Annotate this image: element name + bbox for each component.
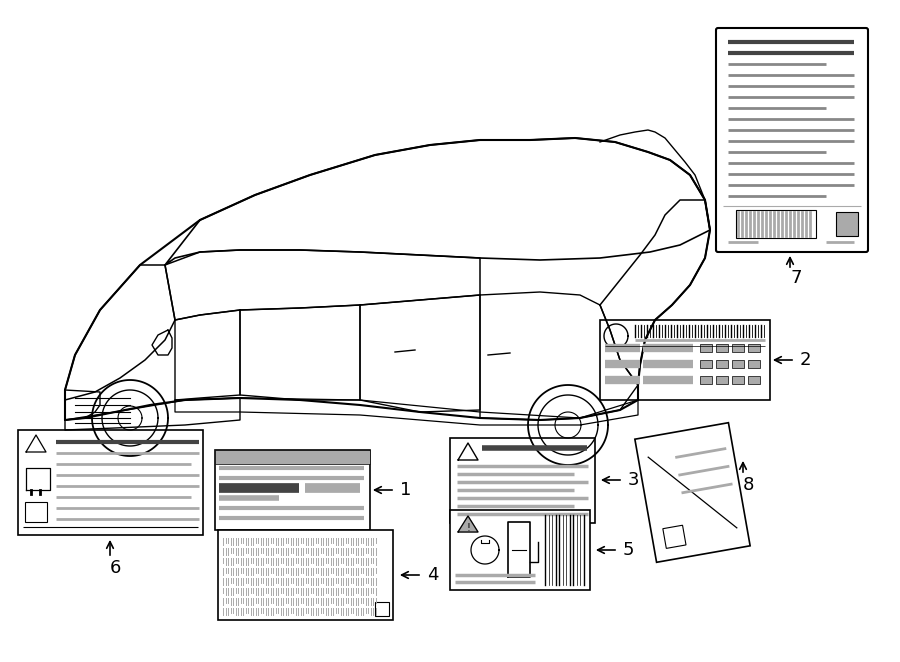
Polygon shape (458, 516, 478, 532)
FancyBboxPatch shape (700, 360, 712, 368)
FancyBboxPatch shape (716, 360, 728, 368)
FancyBboxPatch shape (600, 320, 770, 400)
Text: !: ! (466, 523, 470, 533)
FancyBboxPatch shape (732, 344, 744, 352)
FancyBboxPatch shape (716, 28, 868, 252)
FancyBboxPatch shape (736, 210, 816, 238)
Text: 6: 6 (110, 559, 122, 577)
FancyBboxPatch shape (450, 510, 590, 590)
FancyBboxPatch shape (634, 423, 750, 562)
FancyBboxPatch shape (662, 525, 686, 548)
Text: 4: 4 (427, 566, 438, 584)
FancyBboxPatch shape (375, 602, 389, 616)
FancyBboxPatch shape (450, 438, 595, 523)
FancyBboxPatch shape (716, 344, 728, 352)
FancyBboxPatch shape (716, 376, 728, 384)
FancyBboxPatch shape (218, 530, 393, 620)
Text: 3: 3 (628, 471, 640, 489)
Text: 7: 7 (790, 269, 802, 287)
Text: 5: 5 (623, 541, 634, 559)
FancyBboxPatch shape (748, 344, 760, 352)
Text: 8: 8 (743, 476, 754, 494)
FancyBboxPatch shape (748, 376, 760, 384)
FancyBboxPatch shape (215, 450, 370, 464)
FancyBboxPatch shape (732, 360, 744, 368)
FancyBboxPatch shape (836, 212, 858, 236)
Text: 2: 2 (800, 351, 812, 369)
FancyBboxPatch shape (700, 376, 712, 384)
FancyBboxPatch shape (215, 450, 370, 530)
FancyBboxPatch shape (732, 376, 744, 384)
FancyBboxPatch shape (748, 360, 760, 368)
FancyBboxPatch shape (25, 502, 47, 522)
Text: 1: 1 (400, 481, 411, 499)
FancyBboxPatch shape (700, 344, 712, 352)
FancyBboxPatch shape (18, 430, 203, 535)
